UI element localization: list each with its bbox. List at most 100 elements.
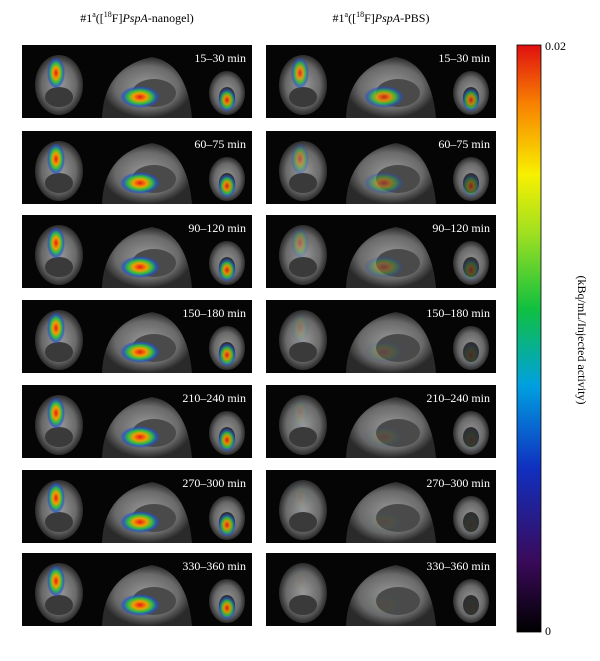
header-element: F] xyxy=(112,11,123,25)
uptake-coronal xyxy=(462,88,480,112)
uptake-axial xyxy=(291,482,309,514)
header-suffix: -nanogel) xyxy=(148,11,194,25)
axial-detail xyxy=(289,512,317,532)
time-label: 90–120 min xyxy=(432,221,490,235)
colorbar xyxy=(516,44,542,633)
image-panel: 150–180 min xyxy=(266,300,496,373)
image-panel: 15–30 min xyxy=(22,45,252,118)
uptake-axial xyxy=(291,565,309,597)
time-label: 15–30 min xyxy=(438,51,490,65)
uptake-axial xyxy=(291,397,309,429)
uptake-sagittal xyxy=(364,172,404,194)
axial-detail xyxy=(289,595,317,615)
uptake-sagittal xyxy=(120,426,160,448)
image-panel: 150–180 min xyxy=(22,300,252,373)
uptake-axial xyxy=(291,227,309,259)
uptake-sagittal xyxy=(364,256,404,278)
image-panel: 60–75 min xyxy=(266,131,496,204)
sagittal-detail xyxy=(376,587,420,615)
time-label: 150–180 min xyxy=(426,306,490,320)
uptake-coronal xyxy=(462,428,480,452)
uptake-coronal xyxy=(218,88,236,112)
image-panel: 90–120 min xyxy=(22,215,252,288)
image-panel: 270–300 min xyxy=(266,470,496,543)
uptake-sagittal xyxy=(364,86,404,108)
image-panel: 210–240 min xyxy=(22,385,252,458)
image-panel: 330–360 min xyxy=(22,553,252,626)
uptake-axial xyxy=(291,312,309,344)
header-suffix: -PBS) xyxy=(400,11,429,25)
header-agent: PspA xyxy=(121,11,148,25)
time-label: 270–300 min xyxy=(182,476,246,490)
uptake-coronal xyxy=(462,343,480,367)
uptake-axial xyxy=(47,57,65,89)
axial-detail xyxy=(45,595,73,615)
colorbar-max: 0.02 xyxy=(545,39,566,53)
uptake-axial xyxy=(47,397,65,429)
uptake-sagittal xyxy=(120,172,160,194)
uptake-axial xyxy=(47,143,65,175)
axial-detail xyxy=(45,257,73,277)
uptake-coronal xyxy=(218,343,236,367)
uptake-coronal xyxy=(462,258,480,282)
header-open: ([ xyxy=(96,11,104,25)
uptake-sagittal xyxy=(364,426,404,448)
image-panel: 60–75 min xyxy=(22,131,252,204)
time-label: 150–180 min xyxy=(182,306,246,320)
uptake-axial xyxy=(47,565,65,597)
axial-detail xyxy=(45,512,73,532)
axial-detail xyxy=(289,173,317,193)
uptake-coronal xyxy=(218,174,236,198)
time-label: 210–240 min xyxy=(426,391,490,405)
uptake-axial xyxy=(47,312,65,344)
header-prefix: #1 xyxy=(80,11,92,25)
time-label: 330–360 min xyxy=(182,559,246,573)
header-prefix: #1 xyxy=(333,11,345,25)
colorbar-label: (kBq/mL/Injected activity) xyxy=(575,276,589,405)
column-header: #1a([18F]PspA-nanogel) xyxy=(80,10,194,25)
time-label: 15–30 min xyxy=(194,51,246,65)
uptake-coronal xyxy=(218,596,236,620)
axial-detail xyxy=(45,427,73,447)
time-label: 330–360 min xyxy=(426,559,490,573)
axial-detail xyxy=(45,173,73,193)
uptake-sagittal xyxy=(120,256,160,278)
axial-detail xyxy=(45,342,73,362)
header-sup: a xyxy=(345,10,349,19)
uptake-sagittal xyxy=(120,511,160,533)
axial-detail xyxy=(289,427,317,447)
colorbar-min: 0 xyxy=(545,624,551,638)
uptake-sagittal xyxy=(120,341,160,363)
axial-detail xyxy=(45,87,73,107)
uptake-axial xyxy=(291,57,309,89)
uptake-coronal xyxy=(462,513,480,537)
uptake-axial xyxy=(47,482,65,514)
uptake-sagittal xyxy=(364,594,404,616)
time-label: 60–75 min xyxy=(194,137,246,151)
header-agent: PspA xyxy=(374,11,401,25)
coronal-detail xyxy=(463,595,479,615)
uptake-coronal xyxy=(218,513,236,537)
uptake-sagittal xyxy=(364,511,404,533)
axial-detail xyxy=(289,342,317,362)
uptake-axial xyxy=(291,143,309,175)
image-panel: 15–30 min xyxy=(266,45,496,118)
uptake-sagittal xyxy=(120,594,160,616)
image-panel: 210–240 min xyxy=(266,385,496,458)
time-label: 60–75 min xyxy=(438,137,490,151)
image-panel: 330–360 min xyxy=(266,553,496,626)
header-element: F] xyxy=(364,11,375,25)
header-sup: a xyxy=(92,10,96,19)
axial-detail xyxy=(289,87,317,107)
time-label: 90–120 min xyxy=(188,221,246,235)
uptake-axial xyxy=(47,227,65,259)
uptake-coronal xyxy=(218,258,236,282)
uptake-coronal xyxy=(462,174,480,198)
time-label: 270–300 min xyxy=(426,476,490,490)
uptake-sagittal xyxy=(120,86,160,108)
header-isotope: 18 xyxy=(104,10,112,19)
uptake-coronal xyxy=(462,596,480,620)
header-isotope: 18 xyxy=(356,10,364,19)
axial-detail xyxy=(289,257,317,277)
